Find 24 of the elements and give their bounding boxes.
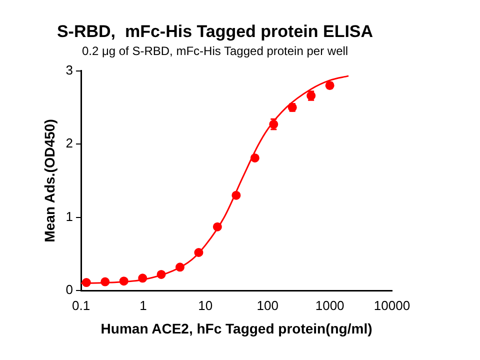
x-tick-label: 0.1 — [72, 298, 90, 313]
y-axis-title: Mean Ads.(OD450) — [41, 119, 58, 242]
point — [250, 153, 260, 162]
x-tick-label: 10000 — [374, 298, 410, 313]
chart-title: S-RBD, mFc-His Tagged protein ELISA — [56, 22, 374, 41]
x-tick-label: 100 — [256, 298, 278, 313]
point — [100, 277, 110, 286]
point — [212, 222, 222, 232]
y-tick-label: 0 — [66, 282, 74, 298]
y-tick-label: 1 — [66, 208, 74, 224]
point — [82, 278, 91, 288]
point — [119, 276, 128, 286]
point — [138, 274, 148, 283]
x-tick-label: 1000 — [315, 298, 344, 313]
point — [156, 270, 166, 279]
point — [194, 248, 204, 257]
x-axis-title: Human ACE2, hFc Tagged protein(ng/ml) — [100, 320, 372, 336]
x-tick-label: 10 — [198, 298, 213, 313]
y-tick-label: 3 — [66, 62, 74, 78]
point — [175, 262, 184, 272]
point — [232, 190, 241, 200]
chart-subtitle: 0.2 μg of S-RBD, mFc-His Tagged protein per well — [82, 44, 348, 58]
y-tick-label: 2 — [66, 136, 74, 151]
x-tick-label: 1 — [140, 298, 147, 313]
